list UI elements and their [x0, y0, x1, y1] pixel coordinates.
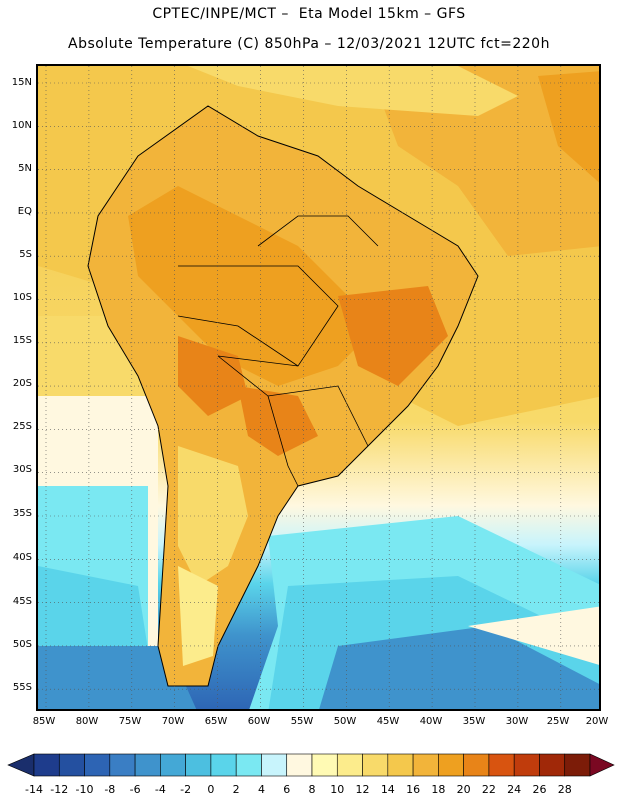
- lon-label: 80W: [75, 716, 99, 727]
- lat-label: 10N: [11, 120, 32, 131]
- colorbar-swatch: [33, 753, 60, 777]
- colorbar-label: 6: [283, 783, 291, 796]
- lat-label: 40S: [12, 552, 32, 563]
- colorbar-label: 14: [380, 783, 395, 796]
- color-scale-bar: [7, 753, 615, 777]
- lon-label: 30W: [505, 716, 529, 727]
- colorbar-label: -10: [75, 783, 94, 796]
- lon-label: 45W: [376, 716, 400, 727]
- colorbar-swatch: [438, 753, 464, 777]
- colorbar-label: 2: [232, 783, 240, 796]
- colorbar-label: 8: [308, 783, 316, 796]
- colorbar-swatch: [539, 753, 566, 777]
- colorbar-label: -2: [180, 783, 192, 796]
- lat-label: 50S: [12, 639, 32, 650]
- temperature-map: [36, 64, 601, 711]
- lat-label: 45S: [12, 596, 32, 607]
- colorbar-swatch: [160, 753, 186, 777]
- lat-label: 5S: [19, 249, 32, 260]
- lon-label: 25W: [546, 716, 570, 727]
- colorbar-label: 28: [557, 783, 572, 796]
- lat-label: EQ: [17, 206, 32, 217]
- colorbar-swatch: [336, 753, 363, 777]
- colorbar-label: 26: [532, 783, 547, 796]
- colorbar-swatch: [463, 753, 490, 777]
- colorbar-label: 12: [355, 783, 370, 796]
- colorbar-label: 0: [207, 783, 215, 796]
- colorbar-swatch: [488, 753, 515, 777]
- colorbar-swatch: [235, 753, 262, 777]
- colorbar-label: -4: [154, 783, 166, 796]
- colorbar-swatch: [134, 753, 161, 777]
- colorbar-label: 16: [406, 783, 421, 796]
- lon-label: 35W: [462, 716, 486, 727]
- colorbar-swatch: [564, 753, 591, 777]
- colorbar-label: -14: [25, 783, 43, 796]
- lat-label: 25S: [12, 421, 32, 432]
- colorbar-swatch: [387, 753, 414, 777]
- lon-label: 20W: [585, 716, 609, 727]
- lat-label: 35S: [12, 508, 32, 519]
- temperature-field: [38, 66, 599, 709]
- map-title-line1: CPTEC/INPE/MCT – Eta Model 15km – GFS: [152, 6, 466, 22]
- lat-label: 10S: [12, 292, 32, 303]
- colorbar-label: 10: [330, 783, 345, 796]
- lon-label: 55W: [290, 716, 314, 727]
- lat-label: 15N: [11, 77, 32, 88]
- map-title-line2: Absolute Temperature (C) 850hPa – 12/03/…: [68, 36, 550, 52]
- colorbar-swatch: [109, 753, 136, 777]
- lon-label: 40W: [419, 716, 443, 727]
- lon-label: 65W: [204, 716, 228, 727]
- lon-label: 75W: [118, 716, 142, 727]
- colorbar-swatch: [58, 753, 85, 777]
- colorbar-label: -6: [129, 783, 141, 796]
- lon-label: 70W: [161, 716, 185, 727]
- lat-label: 30S: [12, 464, 32, 475]
- lon-label: 85W: [32, 716, 56, 727]
- lat-label: 20S: [12, 378, 32, 389]
- colorbar-swatch: [210, 753, 237, 777]
- colorbar-swatch: [513, 753, 540, 777]
- lat-label: 55S: [12, 682, 32, 693]
- colorbar-label: 20: [456, 783, 471, 796]
- colorbar-swatch: [311, 753, 338, 777]
- colorbar-swatch: [286, 753, 313, 777]
- colorbar-label: -12: [50, 783, 69, 796]
- colorbar-swatch: [84, 753, 111, 777]
- colorbar-label: -8: [104, 783, 116, 796]
- colorbar-low-arrow: [7, 753, 35, 777]
- colorbar-label: 4: [257, 783, 265, 796]
- colorbar-label: 18: [431, 783, 446, 796]
- lon-label: 60W: [247, 716, 271, 727]
- colorbar-swatch: [412, 753, 439, 777]
- colorbar-swatch: [362, 753, 389, 777]
- colorbar-high-arrow: [589, 753, 615, 777]
- lon-label: 50W: [333, 716, 357, 727]
- colorbar-swatch: [185, 753, 212, 777]
- colorbar-label: 24: [507, 783, 522, 796]
- lat-label: 5N: [18, 163, 32, 174]
- lat-label: 15S: [12, 335, 32, 346]
- colorbar-label: 22: [481, 783, 496, 796]
- colorbar-swatch: [261, 753, 288, 777]
